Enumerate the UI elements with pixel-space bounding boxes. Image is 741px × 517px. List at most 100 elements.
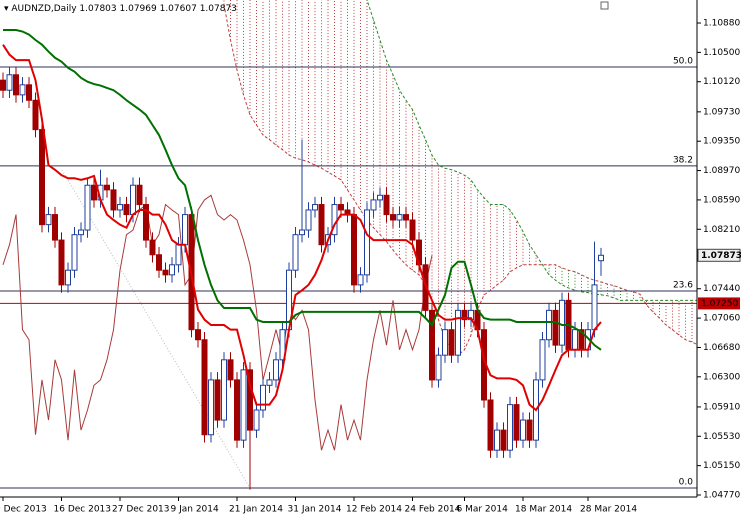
header: ▾ AUDNZD,Daily 1.07803 1.07969 1.07607 1… <box>4 4 237 14</box>
candle-body <box>175 244 182 266</box>
candle-body <box>461 309 468 321</box>
candle-body <box>6 74 13 91</box>
y-tick-label: 1.07060 <box>703 314 740 324</box>
current-price-box <box>697 248 741 262</box>
x-tick-label: 27 Dec 2013 <box>112 505 170 515</box>
y-tick-label: 1.05150 <box>703 461 740 471</box>
candle-body <box>266 379 273 386</box>
candle-body <box>435 354 442 381</box>
candle-body <box>78 229 84 236</box>
candle-body <box>247 369 253 431</box>
span-b <box>366 0 697 301</box>
candle-body <box>598 254 604 262</box>
y-tick-label: 1.10880 <box>703 19 740 29</box>
y-tick-label: 1.06680 <box>703 343 740 353</box>
x-tick-label: 9 Jan 2014 <box>171 505 219 515</box>
candle-body <box>39 129 45 226</box>
indicator-line <box>2 44 602 412</box>
candle-body <box>370 199 377 211</box>
candle-body <box>221 359 227 421</box>
candle-body <box>52 214 58 241</box>
plot-area: 50.0 38.2 23.6 0.0 <box>0 0 697 490</box>
candle-body <box>26 84 32 101</box>
chikou-line <box>2 194 433 451</box>
candle-body <box>507 404 513 451</box>
candle-body <box>0 79 6 91</box>
candle-body <box>58 239 65 286</box>
candle-body <box>448 329 455 356</box>
y-tick-label: 1.04770 <box>703 490 740 500</box>
y-tick-label: 1.09350 <box>703 137 740 147</box>
indicator-line <box>3 28 602 351</box>
candle-body <box>130 184 136 216</box>
candle-body <box>299 229 305 236</box>
candle-body <box>143 204 149 241</box>
candle-body <box>364 209 370 276</box>
candle-body <box>91 184 97 201</box>
candle-body <box>117 204 123 211</box>
candle-body <box>396 214 403 221</box>
candle-body <box>104 184 110 191</box>
candle-body <box>19 84 26 96</box>
candle-body <box>403 214 409 221</box>
y-tick-label: 1.05910 <box>703 402 740 412</box>
candle-body <box>279 329 286 361</box>
fib-label: 50.0 <box>673 57 693 67</box>
high: 1.07969 <box>120 4 157 14</box>
x-tick-label: 18 Mar 2014 <box>515 505 572 515</box>
candle-body <box>422 264 429 311</box>
x-tick-label: 28 Mar 2014 <box>580 505 637 515</box>
window-icon <box>600 1 609 10</box>
candle-body <box>591 284 598 331</box>
candle-body <box>390 214 396 221</box>
x-tick-label: 24 Feb 2014 <box>405 505 461 515</box>
candle-body <box>312 204 318 211</box>
candle-body <box>253 409 260 431</box>
candle-body <box>455 309 461 356</box>
candle-body <box>227 359 234 381</box>
candle-body <box>409 219 416 241</box>
y-tick-label: 1.07440 <box>703 284 740 294</box>
menu-arrow: ▾ <box>4 4 11 14</box>
y-tick-label: 1.10500 <box>703 48 740 58</box>
candle-body <box>169 264 175 276</box>
axes: 1.10880 1.10500 1.10120 1.09730 1.09350 1.089… <box>0 19 741 515</box>
y-tick-label: 1.06300 <box>703 372 740 382</box>
symbol: AUDNZD,Daily <box>11 4 77 14</box>
y-tick-label: 1.08590 <box>703 195 740 205</box>
y-tick-label: 1.05530 <box>703 432 740 442</box>
candle-body <box>442 329 448 356</box>
candle-body <box>429 309 435 381</box>
x-tick-label: 16 Dec 2013 <box>54 505 112 515</box>
candle-body <box>273 359 279 381</box>
y-tick-label: 1.08970 <box>703 166 740 176</box>
candle-body <box>240 369 247 441</box>
candle-body <box>572 329 578 351</box>
candle-body <box>351 214 357 286</box>
candle-body <box>136 184 143 206</box>
y-tick-label: 1.09730 <box>703 107 740 117</box>
low: 1.07607 <box>160 4 197 14</box>
candle-body <box>84 184 91 231</box>
price-line-box <box>698 297 740 310</box>
candle-body <box>32 99 39 131</box>
candle-body <box>195 329 201 341</box>
candle-body <box>182 214 188 246</box>
candle-body <box>234 379 240 441</box>
candle-body <box>546 309 552 341</box>
candle-body <box>214 379 221 421</box>
candle-body <box>149 239 156 256</box>
x-tick-label: 31 Jan 2014 <box>288 505 342 515</box>
candle-body <box>487 399 494 451</box>
fib-label: 0.0 <box>679 478 694 488</box>
candle-body <box>494 429 500 451</box>
candle-body <box>260 384 266 411</box>
span-a <box>223 4 697 356</box>
candle-body <box>559 299 565 346</box>
current-price: 1.07873 <box>701 251 741 261</box>
candle-body <box>513 404 520 441</box>
candle-body <box>318 204 325 246</box>
y-tick-label: 1.10120 <box>703 77 740 87</box>
